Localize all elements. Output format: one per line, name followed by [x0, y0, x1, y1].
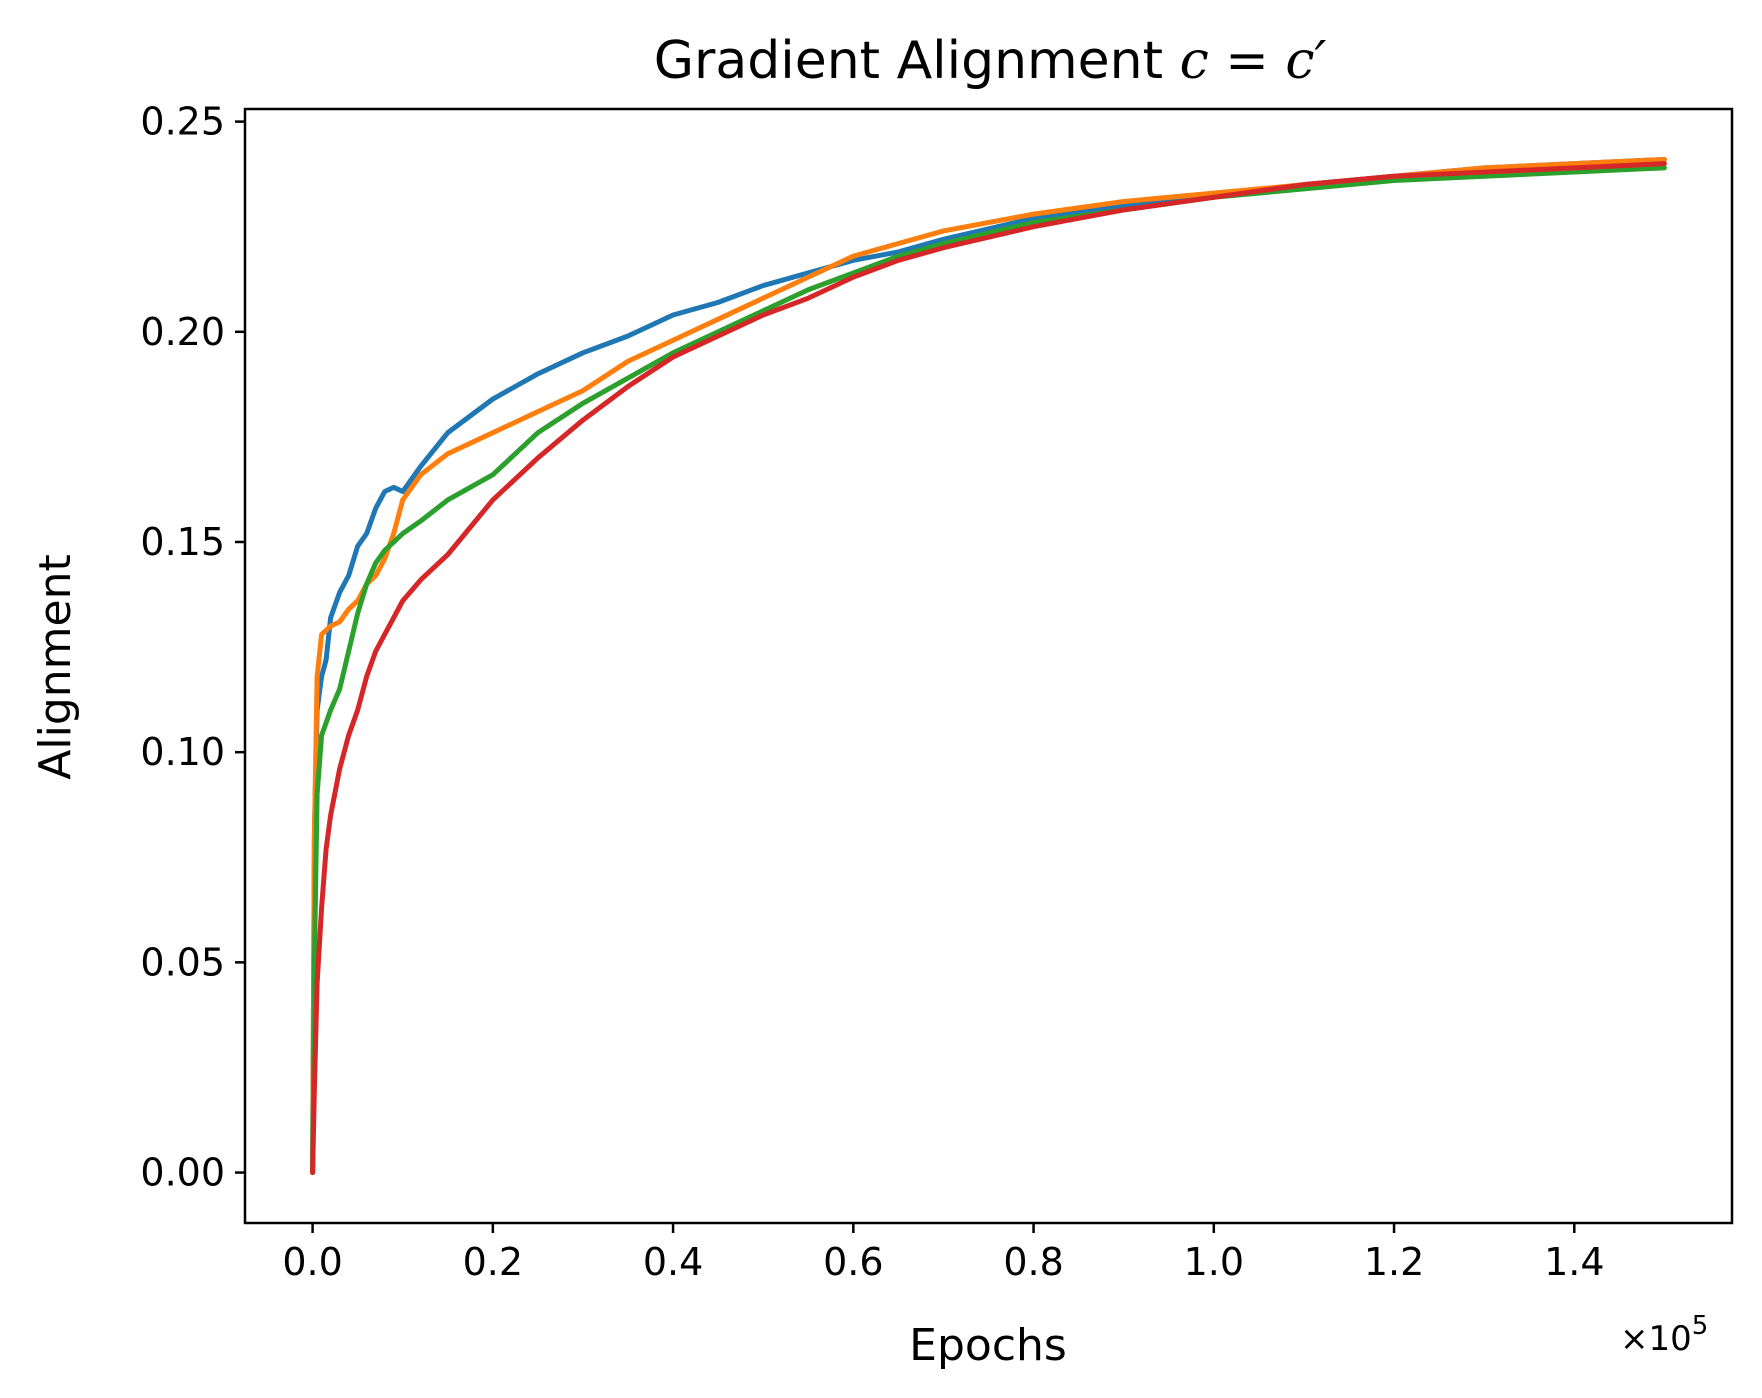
x-axis-ticks: 0.0 0.2 0.4 0.6 0.8 1.0 1.2 1.4 — [282, 1223, 1605, 1284]
y-axis-ticks: 0.00 0.05 0.10 0.15 0.20 0.25 — [140, 100, 245, 1195]
y-tick-label: 0.25 — [140, 100, 225, 144]
y-tick-label: 0.10 — [140, 730, 225, 774]
x-tick-label: 0.0 — [282, 1240, 342, 1284]
series-line-4 — [310, 161, 1667, 1176]
x-offset-exponent: 5 — [1692, 1311, 1709, 1341]
x-tick-label: 0.2 — [463, 1240, 523, 1284]
chart-title-prefix: Gradient Alignment — [654, 31, 1180, 91]
x-tick-label: 0.8 — [1003, 1240, 1063, 1284]
x-offset-label: ×105 — [1620, 1311, 1708, 1359]
x-tick-label: 0.4 — [643, 1240, 703, 1284]
chart-title: Gradient Alignment c = c′ — [654, 31, 1327, 91]
x-tick-label: 1.4 — [1544, 1240, 1604, 1284]
x-axis-label: Epochs — [909, 1320, 1067, 1371]
chart-title-math: c = c′ — [1180, 31, 1327, 91]
x-tick-label: 0.6 — [823, 1240, 883, 1284]
x-tick-label: 1.0 — [1184, 1240, 1244, 1284]
y-tick-label: 0.05 — [140, 940, 225, 984]
series-line-1 — [310, 156, 1667, 1176]
y-tick-label: 0.15 — [140, 520, 225, 564]
y-tick-label: 0.00 — [140, 1151, 225, 1195]
series-line-2 — [310, 156, 1667, 1176]
plot-frame — [243, 107, 1734, 1225]
series-group — [310, 156, 1667, 1176]
x-offset-base: ×10 — [1620, 1319, 1692, 1359]
x-tick-label: 1.2 — [1364, 1240, 1424, 1284]
y-tick-label: 0.20 — [140, 310, 225, 354]
y-axis-label: Alignment — [30, 554, 81, 779]
